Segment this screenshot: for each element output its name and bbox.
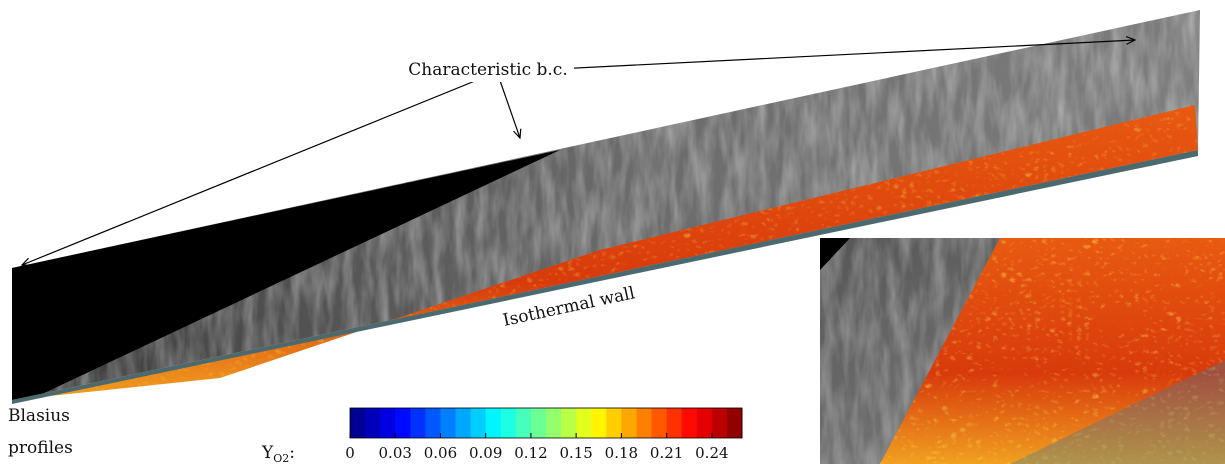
colorbar-tick-label: 0.15 — [559, 444, 592, 462]
colorbar-label: YO2: — [261, 443, 295, 464]
colorbar-band — [561, 408, 577, 438]
colorbar-band — [591, 408, 607, 438]
inlet-label: Blasius — [8, 406, 70, 426]
colorbar-band — [681, 408, 698, 438]
colorbar-band — [395, 408, 411, 438]
colorbar-band — [726, 408, 743, 438]
colorbar-band — [696, 408, 713, 438]
colorbar-band — [530, 408, 547, 438]
colorbar-band — [500, 408, 517, 438]
colorbar-band — [576, 408, 592, 438]
colorbar-band — [636, 408, 653, 438]
colorbar-band — [651, 408, 668, 438]
colorbar-tick-label: 0.09 — [469, 444, 502, 462]
suffix: : — [289, 443, 295, 463]
colorbar-tick-label: 0.18 — [605, 444, 638, 462]
colorbar-band — [546, 408, 562, 438]
colorbar-band — [425, 408, 441, 438]
label-bg — [404, 56, 574, 82]
colorbar-frame — [349, 407, 743, 439]
colorbar-band — [666, 408, 683, 438]
colorbar-band — [380, 408, 396, 438]
colorbar-band — [470, 408, 487, 438]
subscript: O2 — [273, 452, 289, 464]
colorbar-band — [485, 408, 502, 438]
colorbar-band — [621, 408, 637, 438]
colorbar-band — [711, 408, 728, 438]
inset — [820, 238, 1225, 464]
colorbar: 0 0.03 0.06 0.09 0.12 0.15 0.18 0.21 0.24 — [345, 407, 743, 462]
colorbar-tick-label: 0.12 — [514, 444, 547, 462]
domain — [12, 10, 1200, 404]
colorbar-tick-label: 0.21 — [650, 444, 683, 462]
colorbar-band — [515, 408, 532, 438]
colorbar-tick-label: 0 — [345, 444, 355, 462]
colorbar-tick-label: 0.03 — [379, 444, 412, 462]
symbol: Y — [261, 443, 274, 463]
colorbar-band — [440, 408, 457, 438]
colorbar-band — [350, 408, 366, 438]
boundary-label: Characteristic b.c. — [408, 60, 567, 80]
colorbar-band — [365, 408, 381, 438]
colorbar-tick-label: 0.24 — [695, 444, 728, 462]
colorbar-band — [410, 408, 426, 438]
inlet-label: profiles — [8, 438, 73, 458]
colorbar-band — [606, 408, 622, 438]
colorbar-band — [455, 408, 472, 438]
colorbar-tick-label: 0.06 — [424, 444, 457, 462]
arrows — [22, 40, 1135, 265]
